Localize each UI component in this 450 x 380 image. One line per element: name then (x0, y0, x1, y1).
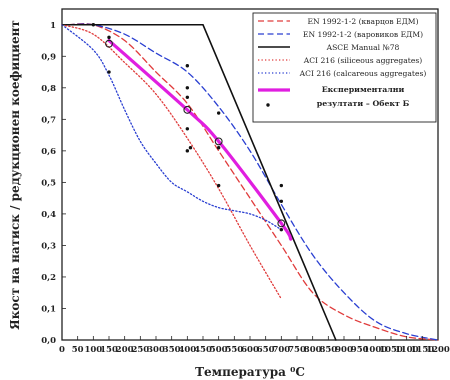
legend-label: ASCE Manual №78 (326, 43, 400, 52)
x-tick-label: 850 (319, 345, 337, 355)
x-tick-label: 500 (210, 345, 228, 355)
x-tick-label: 650 (257, 345, 275, 355)
legend-label: EN 1992-1-2 (кварцов ЕДМ) (307, 17, 418, 26)
x-tick-label: 700 (272, 345, 290, 355)
series-line-1 (67, 23, 439, 341)
legend-label: ACI 216 (calcareous aggregates) (299, 69, 427, 78)
y-tick-label: 0,6 (41, 147, 56, 157)
legend-box (252, 12, 437, 123)
legend-label: EN 1992-1-2 (варовиков ЕДМ) (303, 30, 423, 39)
legend-label: Експериментални (322, 85, 405, 94)
data-point (216, 183, 221, 188)
data-point (279, 183, 284, 188)
x-axis-ticks: 0 50 1001502002503003504004505005506006507… (59, 336, 450, 355)
x-tick-label: 950 (351, 345, 369, 355)
x-tick-label: 50 (72, 345, 84, 355)
data-point (188, 146, 193, 150)
data-point (107, 35, 111, 40)
legend-label: резултати – Обект Б (317, 99, 410, 108)
x-tick-label: 550 (225, 345, 243, 355)
x-tick-label: 1050 (379, 345, 403, 355)
y-tick-label: 0,7 (41, 115, 56, 125)
x-tick-label: 300 (147, 345, 165, 355)
x-tick-label: 150 (100, 345, 118, 355)
x-tick-label: 900 (335, 345, 353, 355)
mean-point-marker (183, 105, 192, 114)
x-tick-label: 200 (116, 345, 134, 355)
data-point (279, 227, 284, 232)
mean-point-marker (105, 39, 113, 48)
y-axis-ticks: 0,0 0,1 0,2 0,3 0,4 0,5 0,6 0,7 0,8 0,9 1 (41, 21, 66, 346)
x-tick-label: 400 (178, 345, 196, 355)
legend-label: ACI 216 (siliceous aggregates) (303, 56, 422, 65)
y-tick-label: 0,2 (41, 273, 56, 283)
mean-point-marker (277, 219, 286, 228)
x-axis-title: Температура ⁰C (195, 365, 305, 379)
y-tick-label: 0,3 (41, 241, 56, 251)
data-point (185, 86, 190, 90)
x-tick-label: 450 (194, 345, 212, 355)
series-line-0 (67, 22, 439, 341)
y-tick-label: 1 (50, 21, 56, 31)
points-layer (91, 23, 286, 232)
x-tick-label: 0 (59, 345, 65, 355)
x-tick-label: 600 (241, 345, 259, 355)
x-tick-label: 1200 (426, 345, 450, 355)
x-tick-label: 100 (84, 345, 102, 355)
y-tick-label: 0,9 (41, 52, 56, 62)
legend-point-marker (266, 103, 270, 107)
x-tick-label: 350 (163, 345, 181, 355)
data-point (185, 64, 190, 68)
data-point (216, 146, 221, 150)
series-line-4 (61, 24, 282, 231)
y-tick-label: 0,0 (41, 336, 56, 346)
x-tick-label: 1000 (363, 345, 387, 355)
data-point (216, 111, 221, 115)
data-point (91, 23, 96, 27)
x-tick-label: 250 (131, 345, 149, 355)
series-line-3 (61, 24, 282, 300)
y-tick-label: 0,8 (41, 84, 56, 94)
data-point (185, 149, 190, 153)
series-line-5 (107, 38, 293, 241)
data-point (279, 199, 284, 203)
data-point (107, 70, 111, 74)
data-point (185, 127, 190, 131)
y-axis-title: Якост на натиск / редукционен коефициент (8, 20, 22, 330)
series-line-2 (61, 23, 337, 341)
legend: EN 1992-1-2 (кварцов ЕДМ) EN 1992-1-2 (ва… (252, 12, 437, 123)
x-tick-label: 1100 (395, 345, 419, 355)
y-tick-label: 0,1 (41, 304, 56, 314)
x-tick-label: 800 (304, 345, 322, 355)
data-point (185, 95, 190, 99)
x-tick-label: 1150 (410, 345, 434, 355)
y-tick-label: 0,5 (41, 178, 56, 188)
series-layer (61, 22, 439, 341)
mean-point-marker (214, 137, 223, 146)
y-tick-label: 0,4 (41, 210, 56, 220)
x-tick-label: 750 (288, 345, 306, 355)
